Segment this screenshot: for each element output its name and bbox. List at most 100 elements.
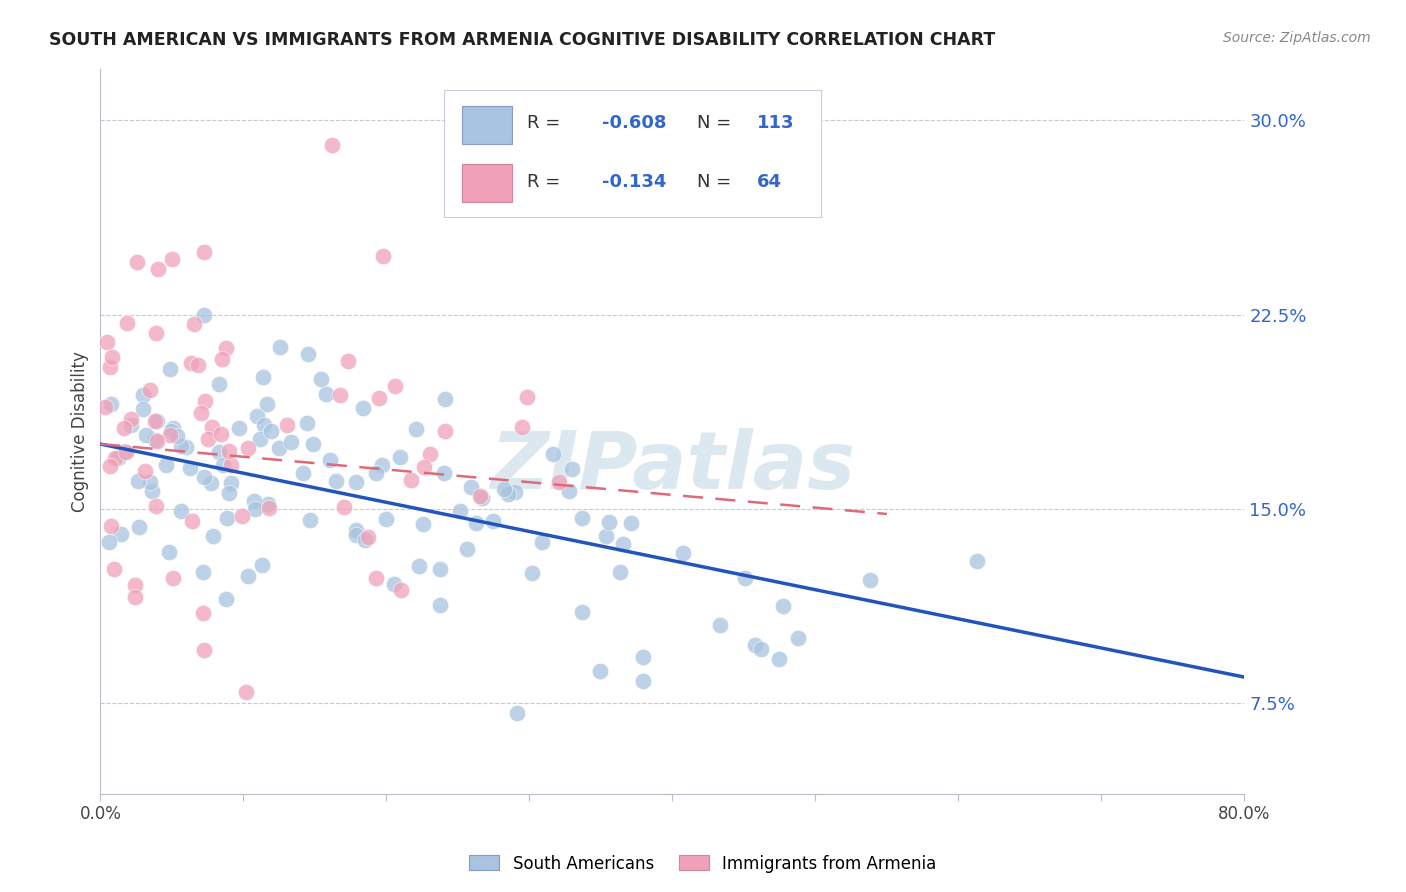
Point: [408, 559, 430, 574]
Point: [571, 605, 593, 619]
Point: [115, 445, 138, 459]
Point: [515, 390, 537, 404]
Point: [337, 354, 360, 368]
Point: [174, 440, 197, 454]
Point: [389, 583, 412, 598]
Point: [197, 432, 219, 446]
Point: [160, 424, 183, 438]
Point: [374, 511, 396, 525]
Text: Source: ZipAtlas.com: Source: ZipAtlas.com: [1223, 31, 1371, 45]
Point: [631, 649, 654, 664]
Point: [302, 436, 325, 450]
Point: [257, 497, 280, 511]
Point: [543, 447, 565, 461]
Point: [202, 529, 225, 543]
Point: [146, 414, 169, 428]
Point: [260, 424, 283, 438]
Point: [786, 631, 808, 645]
Point: [193, 470, 215, 484]
Point: [482, 515, 505, 529]
Point: [325, 475, 347, 489]
Point: [631, 674, 654, 689]
Point: [522, 566, 544, 580]
Point: [211, 352, 233, 367]
Point: [218, 486, 240, 500]
Point: [159, 428, 181, 442]
Point: [291, 466, 314, 480]
Point: [364, 466, 387, 480]
Point: [364, 571, 387, 585]
Point: [595, 529, 617, 543]
Point: [429, 562, 451, 576]
Point: [120, 412, 142, 426]
Point: [353, 533, 375, 547]
Point: [768, 652, 790, 666]
Point: [672, 545, 695, 559]
Point: [344, 475, 367, 489]
Point: [329, 387, 352, 401]
Point: [506, 706, 529, 720]
Point: [191, 606, 214, 620]
Point: [208, 445, 231, 459]
Point: [96, 334, 118, 349]
Point: [371, 458, 394, 473]
Point: [253, 417, 276, 432]
Point: [193, 308, 215, 322]
Point: [434, 392, 457, 406]
Point: [179, 461, 201, 475]
Point: [460, 480, 482, 494]
Point: [531, 535, 554, 549]
Point: [132, 388, 155, 402]
Point: [193, 245, 215, 260]
Point: [159, 362, 181, 376]
Point: [107, 451, 129, 466]
Point: [124, 590, 146, 604]
Point: [214, 592, 236, 607]
Point: [157, 545, 180, 559]
Point: [235, 685, 257, 699]
Point: [401, 473, 423, 487]
Point: [257, 501, 280, 516]
Point: [170, 503, 193, 517]
Point: [162, 421, 184, 435]
Point: [143, 433, 166, 447]
Point: [492, 483, 515, 497]
Point: [112, 421, 135, 435]
Point: [433, 466, 456, 480]
Point: [434, 424, 457, 438]
Point: [146, 434, 169, 449]
Point: [734, 571, 756, 585]
Point: [211, 458, 233, 472]
Legend: South Americans, Immigrants from Armenia: South Americans, Immigrants from Armenia: [463, 848, 943, 880]
Point: [100, 518, 122, 533]
Point: [344, 523, 367, 537]
Point: [139, 384, 162, 398]
Point: [609, 566, 631, 580]
Point: [371, 249, 394, 263]
Point: [125, 255, 148, 269]
Point: [418, 447, 440, 461]
Point: [103, 561, 125, 575]
Point: [510, 419, 533, 434]
Point: [131, 402, 153, 417]
Point: [236, 442, 259, 456]
Point: [228, 420, 250, 434]
Point: [612, 537, 634, 551]
Point: [321, 137, 343, 152]
Point: [141, 484, 163, 499]
Point: [236, 568, 259, 582]
Point: [181, 515, 204, 529]
Point: [256, 397, 278, 411]
Point: [114, 444, 136, 458]
Point: [557, 483, 579, 498]
Point: [145, 500, 167, 514]
Point: [357, 530, 380, 544]
Text: ZIPatlas: ZIPatlas: [489, 428, 855, 507]
Point: [464, 516, 486, 531]
Point: [412, 516, 434, 531]
Point: [859, 574, 882, 588]
Point: [571, 511, 593, 525]
Point: [120, 417, 142, 432]
Point: [180, 356, 202, 370]
Point: [295, 417, 318, 431]
